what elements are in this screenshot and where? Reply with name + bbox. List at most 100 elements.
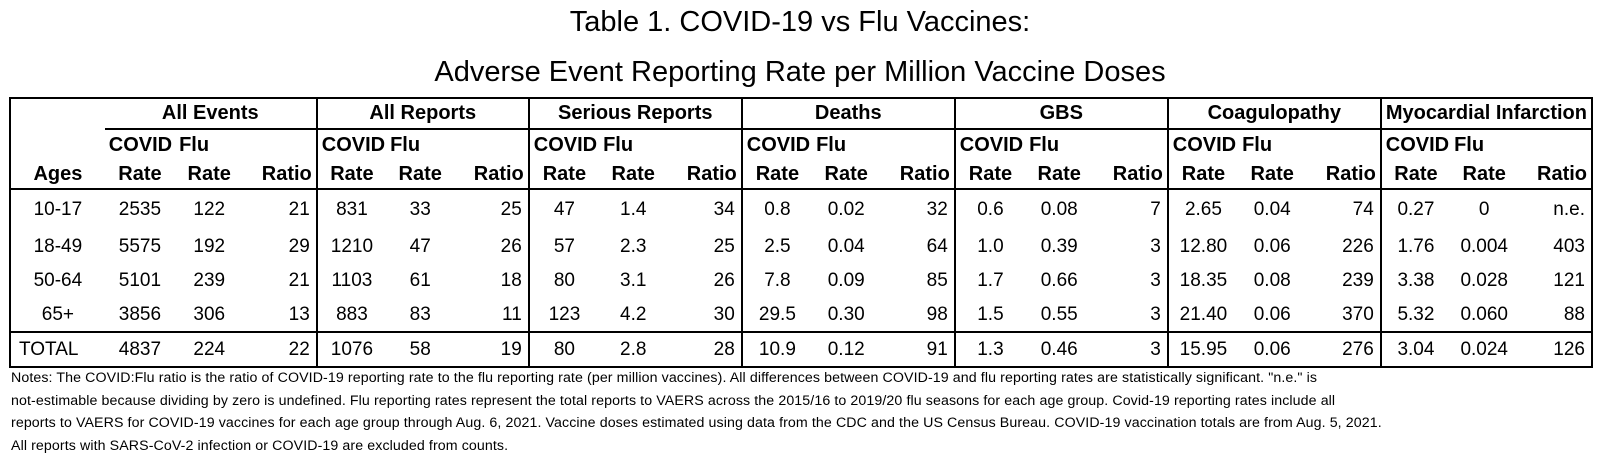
covid-label: COVID <box>953 128 1026 160</box>
covid-rate-cell: 1076 <box>315 331 387 367</box>
group-header-row: All Events All Reports Serious Reports D… <box>10 98 1592 129</box>
ratio-spacer <box>667 128 742 160</box>
covid-rate-cell: 18.35 <box>1166 264 1239 298</box>
rate-label: Rate <box>104 160 176 190</box>
flu-rate-cell: 0.004 <box>1460 236 1508 257</box>
table-total-row: TOTAL 4837 224 22 1076 58 19 80 2.8 28 10.9 0.12 91 1… <box>10 331 1592 367</box>
flu-rate-cell: 0.06 <box>1253 236 1291 257</box>
covid-rate-cell: 29.5 <box>740 298 813 332</box>
ratio-cell: 3 <box>1150 303 1161 325</box>
covid-rate-cell: 3.38 <box>1379 264 1451 298</box>
group-header-serious-reports: Serious Reports <box>527 98 742 129</box>
ratio-cell: 19 <box>454 331 529 367</box>
covid-rate-cell: 1.3 <box>953 331 1026 367</box>
age-header-spacer <box>10 98 105 129</box>
ratio-cell: 370 <box>1342 303 1374 325</box>
covid-rate-cell: 2535 <box>118 199 162 220</box>
ratio-cell: 91 <box>880 331 955 367</box>
covid-rate-cell: 21.40 <box>1166 298 1239 332</box>
table-row: 18-49 5575 192 29 1210 47 26 57 2.3 25 2.5 0.04 64 1.… <box>10 230 1592 264</box>
notes-line-2: not-estimable because dividing by zero i… <box>11 392 1336 409</box>
covid-rate-cell: 5.32 <box>1379 298 1451 332</box>
ratio-cell: 98 <box>926 303 948 325</box>
flu-label: Flu <box>1450 128 1519 160</box>
age-group-cell: 10-17 <box>33 199 83 220</box>
ratio-cell: 121 <box>1553 270 1585 291</box>
table-row: 10-17 2535 122 21 831 33 25 47 1.4 34 0.8 0.02 32 0.6… <box>10 189 1592 230</box>
ratio-cell: 21 <box>288 270 310 291</box>
covid-rate-cell: 1.0 <box>953 230 1026 264</box>
flu-rate-cell: 33 <box>409 199 431 220</box>
ratio-spacer <box>1306 128 1381 160</box>
covid-rate-cell: 1.76 <box>1379 230 1451 264</box>
ratio-spacer <box>243 128 317 160</box>
covid-rate-cell: 2.5 <box>740 230 813 264</box>
covid-label: COVID <box>527 128 600 160</box>
ratio-spacer <box>1518 128 1592 160</box>
ratio-cell: n.e. <box>1553 199 1585 220</box>
age-header-spacer-2 <box>10 129 105 160</box>
age-group-cell: TOTAL <box>10 331 105 367</box>
ratio-label: Ratio <box>1306 160 1381 190</box>
flu-rate-cell: 3.1 <box>620 270 647 291</box>
flu-label: Flu <box>1238 128 1307 160</box>
covid-label: COVID <box>104 128 176 160</box>
group-header-all-events: All Events <box>161 102 259 124</box>
covid-rate-cell: 1103 <box>315 264 387 298</box>
flu-rate-cell: 2.8 <box>599 331 668 367</box>
age-group-cell: 18-49 <box>33 236 83 257</box>
ratio-cell: 13 <box>288 303 310 325</box>
ratio-cell: 74 <box>1352 199 1374 220</box>
covid-rate-cell: 0.27 <box>1379 189 1451 230</box>
ratio-cell: 3 <box>1150 236 1161 257</box>
ratio-cell: 3 <box>1150 270 1161 291</box>
rate-label: Rate <box>740 160 813 190</box>
rate-label: Rate <box>599 160 668 190</box>
covid-rate-cell: 1210 <box>315 230 387 264</box>
flu-rate-cell: 0.55 <box>1040 303 1078 325</box>
flu-rate-cell: 4.2 <box>620 303 647 325</box>
table-row: 65+ 3856 306 13 883 83 11 123 4.2 30 29.5 0.30 98 1.5… <box>10 298 1592 332</box>
subheader-row-bottom: Ages Rate Rate Ratio Rate Rate Ratio Rat… <box>10 160 1592 190</box>
ratio-cell: 21 <box>288 199 310 220</box>
covid-label: COVID <box>1379 128 1451 160</box>
covid-rate-cell: 123 <box>527 298 600 332</box>
flu-rate-cell: 0.08 <box>1040 199 1078 220</box>
age-group-cell: 65+ <box>41 303 74 325</box>
ratio-cell: 25 <box>713 236 735 257</box>
ages-header: Ages <box>10 160 105 190</box>
flu-rate-cell: 0.04 <box>1253 199 1291 220</box>
rate-label: Rate <box>812 160 881 190</box>
covid-rate-cell: 831 <box>315 189 387 230</box>
ratio-cell: 85 <box>926 270 948 291</box>
rate-label: Rate <box>1166 160 1239 190</box>
covid-rate-cell: 2.65 <box>1166 189 1239 230</box>
adverse-event-table: All Events All Reports Serious Reports D… <box>9 97 1593 368</box>
ratio-cell: 22 <box>243 331 317 367</box>
rate-label: Rate <box>1379 160 1451 190</box>
ratio-label: Ratio <box>454 160 529 190</box>
flu-rate-cell: 0.66 <box>1040 270 1078 291</box>
ratio-cell: 7 <box>1150 199 1161 220</box>
flu-label: Flu <box>386 128 455 160</box>
covid-rate-cell: 80 <box>527 331 600 367</box>
flu-rate-cell: 0.30 <box>827 303 865 325</box>
ratio-cell: 64 <box>926 236 948 257</box>
table-body: 10-17 2535 122 21 831 33 25 47 1.4 34 0.8 0.02 32 0.6… <box>10 189 1592 367</box>
flu-label: Flu <box>599 128 668 160</box>
flu-rate-cell: 0.06 <box>1238 331 1307 367</box>
covid-rate-cell: 80 <box>527 264 600 298</box>
ratio-cell: 11 <box>502 303 522 325</box>
flu-rate-cell: 0.39 <box>1040 236 1078 257</box>
ratio-label: Ratio <box>880 160 955 190</box>
ratio-cell: 26 <box>713 270 735 291</box>
ratio-cell: 26 <box>500 236 522 257</box>
flu-rate-cell: 0.08 <box>1253 270 1291 291</box>
covid-rate-cell: 15.95 <box>1166 331 1239 367</box>
flu-rate-cell: 306 <box>193 303 226 325</box>
ratio-spacer <box>1093 128 1168 160</box>
covid-label: COVID <box>740 128 813 160</box>
flu-rate-cell: 192 <box>193 236 226 257</box>
flu-label: Flu <box>175 128 244 160</box>
table-row: 50-64 5101 239 21 1103 61 18 80 3.1 26 7.8 0.09 85 1.… <box>10 264 1592 298</box>
